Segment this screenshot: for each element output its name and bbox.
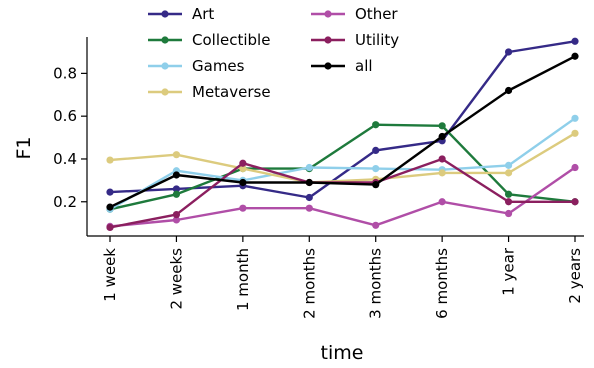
data-point bbox=[571, 198, 579, 206]
legend-item: Art bbox=[148, 5, 214, 23]
data-point bbox=[106, 203, 114, 211]
series-line bbox=[108, 166, 577, 228]
legend-label: Utility bbox=[355, 31, 399, 49]
data-point bbox=[372, 221, 380, 229]
data-point bbox=[571, 114, 579, 122]
data-point bbox=[571, 163, 579, 172]
data-point bbox=[305, 163, 313, 172]
data-point bbox=[571, 52, 579, 60]
data-point bbox=[438, 198, 446, 206]
series-line bbox=[108, 132, 577, 184]
data-point bbox=[438, 169, 446, 177]
data-point bbox=[438, 132, 446, 141]
legend: Art Collectible Games Metaverse Other Utility… bbox=[148, 5, 399, 101]
data-point bbox=[172, 216, 181, 224]
legend-item: Utility bbox=[311, 31, 399, 49]
data-point bbox=[106, 223, 114, 232]
series-line bbox=[108, 123, 577, 211]
series-group bbox=[106, 37, 579, 232]
x-tick-label: 6 months bbox=[433, 248, 451, 319]
legend-label: Art bbox=[192, 5, 214, 23]
data-point bbox=[106, 188, 114, 196]
data-point bbox=[172, 185, 181, 193]
x-axis-label: time bbox=[321, 342, 364, 364]
data-point bbox=[239, 164, 247, 173]
data-point bbox=[438, 155, 446, 163]
legend-label: Collectible bbox=[192, 31, 270, 49]
legend-swatch-marker bbox=[324, 62, 332, 70]
data-point bbox=[172, 190, 181, 198]
y-ticks: 0.2 0.4 0.6 0.8 bbox=[53, 64, 87, 211]
x-tick-label: 2 weeks bbox=[167, 248, 185, 310]
x-tick-label: 1 month bbox=[234, 248, 252, 311]
legend-swatch-marker bbox=[324, 10, 332, 18]
legend-item: Collectible bbox=[148, 31, 270, 49]
legend-swatch-marker bbox=[324, 36, 332, 44]
series-line bbox=[108, 55, 577, 209]
series-line bbox=[108, 117, 577, 211]
x-tick-label: 3 months bbox=[367, 248, 385, 319]
legend-item: Metaverse bbox=[148, 83, 271, 101]
data-point bbox=[438, 122, 446, 130]
data-point bbox=[504, 198, 513, 206]
legend-label: all bbox=[355, 57, 373, 75]
data-point bbox=[504, 190, 513, 198]
series-other bbox=[106, 163, 579, 230]
data-point bbox=[172, 151, 181, 159]
legend-item: Games bbox=[148, 57, 245, 75]
y-axis-label: F1 bbox=[13, 136, 35, 159]
legend-swatch-marker bbox=[161, 88, 169, 96]
y-tick-label: 0.2 bbox=[53, 193, 77, 211]
legend-label: Metaverse bbox=[192, 83, 271, 101]
series-all bbox=[106, 52, 579, 211]
data-point bbox=[239, 178, 247, 187]
data-point bbox=[504, 48, 513, 56]
y-tick-label: 0.4 bbox=[53, 150, 77, 168]
legend-label: Other bbox=[355, 5, 398, 23]
x-tick-label: 1 week bbox=[101, 248, 119, 302]
x-ticks: 1 week 2 weeks 1 month 2 months 3 months 6 mo… bbox=[101, 236, 584, 319]
legend-swatch-marker bbox=[161, 36, 169, 44]
data-point bbox=[106, 156, 114, 164]
legend-item: all bbox=[311, 57, 373, 75]
data-point bbox=[305, 204, 313, 212]
data-point bbox=[172, 211, 181, 219]
data-point bbox=[372, 121, 380, 129]
legend-swatch-marker bbox=[161, 62, 169, 70]
data-point bbox=[504, 209, 513, 218]
legend-swatch-marker bbox=[161, 10, 169, 18]
data-point bbox=[504, 86, 513, 95]
data-point bbox=[504, 169, 513, 177]
data-point bbox=[239, 204, 247, 212]
legend-label: Games bbox=[192, 57, 245, 75]
y-tick-label: 0.6 bbox=[53, 107, 77, 125]
data-point bbox=[305, 178, 313, 187]
data-point bbox=[372, 164, 380, 173]
x-tick-label: 2 months bbox=[300, 248, 318, 319]
data-point bbox=[305, 193, 313, 202]
y-tick-label: 0.8 bbox=[53, 64, 77, 82]
data-point bbox=[372, 146, 380, 155]
data-point bbox=[239, 159, 247, 167]
data-point bbox=[504, 161, 513, 169]
x-tick-label: 1 year bbox=[500, 247, 518, 296]
data-point bbox=[571, 129, 579, 137]
data-point bbox=[172, 171, 181, 179]
data-point bbox=[571, 37, 579, 45]
series-games bbox=[106, 114, 579, 213]
x-tick-label: 2 years bbox=[566, 248, 584, 304]
series-line bbox=[108, 40, 577, 199]
legend-item: Other bbox=[311, 5, 398, 23]
data-point bbox=[372, 181, 380, 189]
